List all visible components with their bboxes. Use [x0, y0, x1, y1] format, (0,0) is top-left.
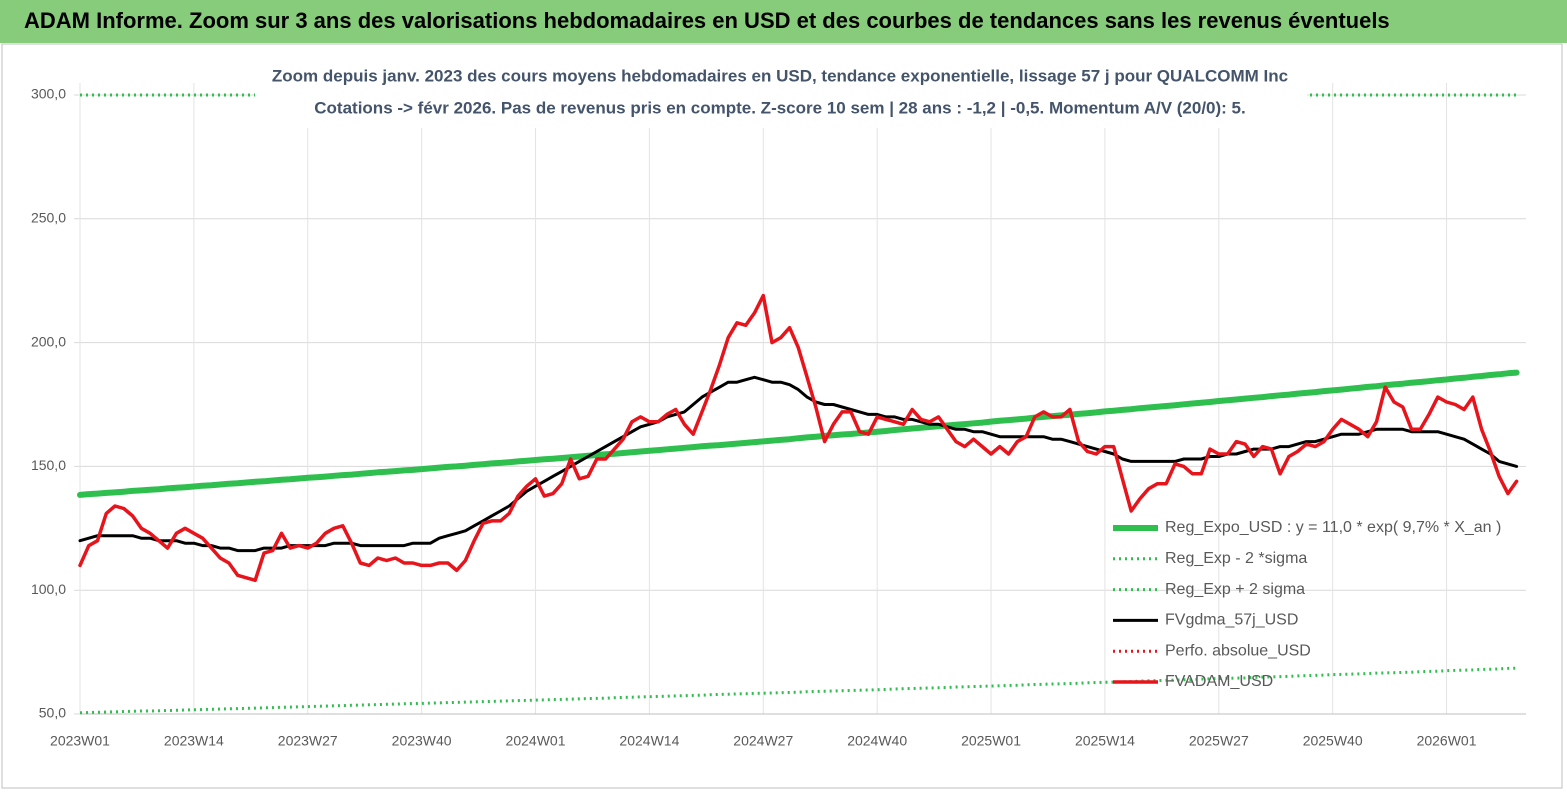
legend-label: Reg_Expo_USD : y = 11,0 * exp( 9,7% * X_…	[1165, 519, 1501, 536]
x-tick-label: 2023W40	[392, 733, 452, 749]
subtitle-backdrop	[255, 60, 1307, 128]
y-tick-label: 200,0	[31, 333, 66, 349]
chart-subtitle: Cotations -> févr 2026. Pas de revenus p…	[314, 98, 1245, 117]
chart-frame	[1, 43, 1563, 789]
x-tick-label: 2025W40	[1303, 733, 1363, 749]
y-tick-label: 50,0	[39, 705, 66, 721]
series-line	[78, 375, 1519, 553]
x-tick-label: 2024W40	[847, 733, 907, 749]
x-tick-label: 2023W14	[164, 733, 224, 749]
x-tick-label: 2023W27	[278, 733, 338, 749]
y-tick-label: 300,0	[31, 86, 66, 102]
x-tick-label: 2024W14	[619, 733, 679, 749]
plot-area: 50,0 100,0 150,0 200,0 250,0 300,0 2023W01 2023…	[31, 83, 1526, 749]
legend-label: Reg_Exp + 2 sigma	[1165, 581, 1305, 598]
x-tick-label: 2024W27	[733, 733, 793, 749]
y-tick-label: 100,0	[31, 581, 66, 597]
legend-label: FVADAM_USD	[1165, 673, 1273, 690]
x-tick-label: 2025W27	[1189, 733, 1249, 749]
chart-title: ADAM Informe. Zoom sur 3 ans des valoris…	[24, 8, 1390, 33]
y-tick-label: 250,0	[31, 210, 66, 226]
x-tick-label: 2025W01	[961, 733, 1021, 749]
x-tick-label: 2025W14	[1075, 733, 1135, 749]
legend-label: FVgdma_57j_USD	[1165, 612, 1298, 629]
chart-subtitle: Zoom depuis janv. 2023 des cours moyens …	[272, 66, 1288, 85]
legend-label: Reg_Exp - 2 *sigma	[1165, 550, 1307, 567]
series-line	[78, 293, 1519, 583]
x-tick-label: 2024W01	[506, 733, 566, 749]
series-line	[77, 369, 1520, 498]
x-tick-label: 2023W01	[50, 733, 110, 749]
y-tick-label: 150,0	[31, 457, 66, 473]
header-bar	[0, 0, 1567, 43]
legend-label: Perfo. absolue_USD	[1165, 642, 1311, 659]
legend: Reg_Expo_USD : y = 11,0 * exp( 9,7% * X_…	[1113, 519, 1501, 690]
x-tick-label: 2026W01	[1417, 733, 1477, 749]
